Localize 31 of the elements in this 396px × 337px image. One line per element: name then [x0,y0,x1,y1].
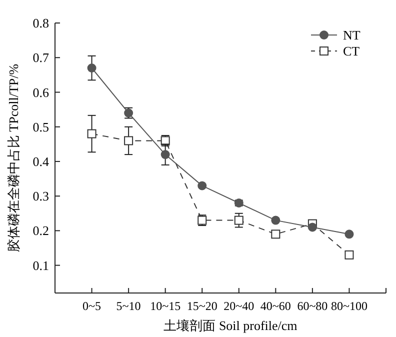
x-tick-label: 80~100 [330,299,368,313]
x-tick-label: 40~60 [260,299,291,313]
point [344,250,354,260]
x-tick-label: 0~5 [82,299,102,313]
point [271,230,280,239]
y-tick-label: 0.7 [32,50,50,66]
x-tick-label: 20~40 [224,299,254,313]
x-tick-label: 60~80 [297,299,328,313]
point [87,64,96,72]
y-tick-label: 0.8 [32,16,49,31]
y-axis-title: 胶体磷在全磷中占比 TPcoll/TP/% [6,64,21,252]
x-tick-label: 10~15 [150,299,181,313]
x-tick-label: 15~20 [186,299,218,313]
point [87,129,96,138]
y-tick-label: 0.1 [32,258,49,273]
legend-label: NT [343,28,360,43]
y-tick-label: 0.5 [32,119,49,134]
y-tick-label: 0.2 [32,223,49,238]
y-tick-label: 0.3 [32,188,49,204]
point [308,222,317,232]
point [198,181,207,190]
legend-label: CT [343,44,360,59]
point [234,216,244,225]
point [344,230,354,239]
point [160,150,170,160]
y-tick-label: 0.6 [32,84,50,100]
y-tick-label: 0.4 [32,154,50,170]
point [124,136,134,146]
x-axis-title: 土壤剖面 Soil profile/cm [164,318,298,333]
point [271,216,280,225]
x-tick-label: 5~10 [116,299,141,313]
